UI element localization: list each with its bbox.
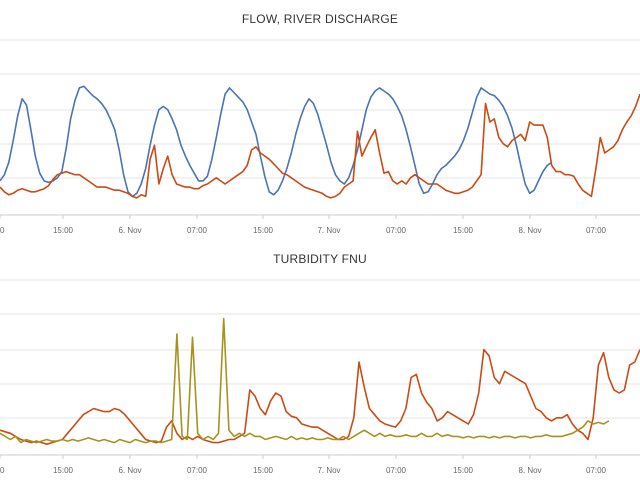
x-tick-label: 7. Nov xyxy=(317,466,340,475)
x-tick-label: 07:00 xyxy=(586,466,607,475)
turbidity-chart-title: TURBIDITY FNU xyxy=(273,252,367,266)
x-tick-label: 8. Nov xyxy=(518,466,541,475)
x-tick-label: 7. Nov xyxy=(317,226,340,235)
x-tick-label: 6. Nov xyxy=(118,226,141,235)
x-tick-label: 07:00 xyxy=(187,226,208,235)
turbidity-chart-plot: 00 15:00 6. Nov 07:00 15:00 7. Nov 07:00 15:00 8… xyxy=(0,279,640,475)
series-line-2 xyxy=(0,317,610,444)
turbidity-chart-panel: TURBIDITY FNU 00 15:00 6. Nov 07:00 15:00 7. … xyxy=(0,240,640,480)
flow-chart-panel: FLOW, RIVER DISCHARGE 00 15:00 6. Nov 07:00… xyxy=(0,0,640,240)
x-tick-label: 15:00 xyxy=(253,226,274,235)
series-line-1 xyxy=(0,85,553,198)
x-tick-label: 15:00 xyxy=(453,466,474,475)
x-tick-label: 07:00 xyxy=(386,466,407,475)
x-tick-label: 15:00 xyxy=(453,226,474,235)
flow-chart-title: FLOW, RIVER DISCHARGE xyxy=(241,12,399,26)
series-line-2 xyxy=(0,93,640,199)
x-tick-label: 07:00 xyxy=(386,226,407,235)
x-tick-label: 15:00 xyxy=(53,226,74,235)
x-tick-label: 07:00 xyxy=(586,226,607,235)
series-line-1 xyxy=(0,348,640,445)
x-tick-label: 15:00 xyxy=(53,466,74,475)
x-tick-label: 6. Nov xyxy=(118,466,141,475)
x-tick-label: 8. Nov xyxy=(518,226,541,235)
x-tick-label: 00 xyxy=(0,466,5,475)
x-tick-label: 00 xyxy=(0,226,5,235)
x-tick-label: 15:00 xyxy=(253,466,274,475)
flow-chart-plot: 00 15:00 6. Nov 07:00 15:00 7. Nov 07:00 15:00 8… xyxy=(0,39,640,235)
x-tick-label: 07:00 xyxy=(187,466,208,475)
